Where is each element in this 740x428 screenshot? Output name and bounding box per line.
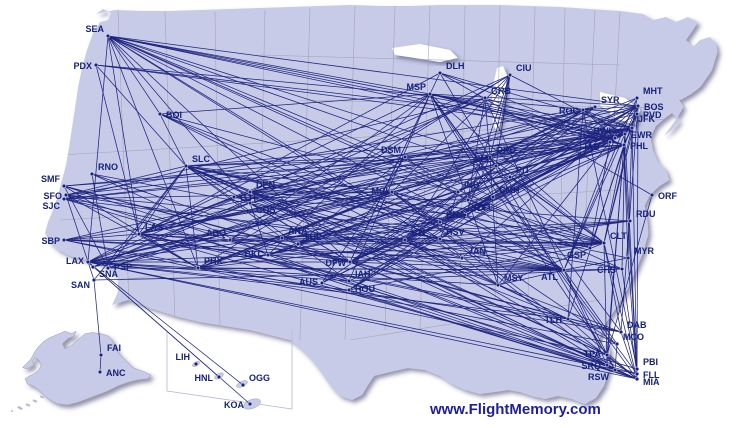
svg-text:LAX: LAX [66,256,84,266]
svg-text:GJT: GJT [240,193,258,203]
svg-text:SFO: SFO [43,191,62,201]
svg-text:ABQ: ABQ [206,228,226,238]
svg-text:SEA: SEA [85,24,104,34]
svg-text:ORD: ORD [496,145,517,155]
svg-text:TUL: TUL [304,232,322,242]
svg-text:FAI: FAI [107,343,121,353]
svg-text:COS: COS [256,205,276,215]
svg-text:DEN: DEN [256,180,275,190]
svg-text:MYR: MYR [634,246,655,256]
svg-text:JFK: JFK [638,114,656,124]
svg-text:SYR: SYR [601,95,620,105]
svg-text:IAH: IAH [355,269,371,279]
svg-text:ROC: ROC [559,106,580,116]
svg-text:ORF: ORF [658,191,678,201]
svg-text:BNA: BNA [446,210,466,220]
svg-text:HSV: HSV [446,227,465,237]
svg-text:AUS: AUS [299,277,318,287]
svg-text:PDX: PDX [73,61,92,71]
svg-text:LAS: LAS [145,222,163,232]
svg-text:CMH: CMH [499,185,520,195]
svg-text:RSW: RSW [588,372,610,382]
svg-text:SBP: SBP [41,236,60,246]
svg-text:DFW: DFW [326,258,347,268]
svg-text:IAD: IAD [585,142,601,152]
svg-text:LIH: LIH [176,352,191,362]
svg-text:HOU: HOU [355,284,375,294]
svg-text:OGG: OGG [249,373,270,383]
svg-text:SLC: SLC [192,154,211,164]
svg-text:GSP: GSP [567,250,586,260]
svg-text:PBI: PBI [643,357,658,367]
svg-text:www.FlightMemory.com: www.FlightMemory.com [429,401,601,418]
svg-text:SMF: SMF [41,174,61,184]
svg-text:MHT: MHT [643,86,663,96]
svg-text:PHL: PHL [630,141,649,151]
svg-text:JAN: JAN [468,246,486,256]
svg-text:CLE: CLE [474,154,492,164]
svg-text:IND: IND [464,180,480,190]
svg-text:MCO: MCO [623,332,644,342]
svg-text:STL: STL [411,228,429,238]
svg-text:SJC: SJC [42,201,60,211]
svg-text:DAB: DAB [627,320,647,330]
svg-text:GRB: GRB [491,86,512,96]
svg-text:DLH: DLH [446,61,465,71]
svg-text:CHS: CHS [597,265,616,275]
svg-text:BKC: BKC [245,249,265,259]
svg-text:PSP: PSP [114,262,132,272]
svg-text:ANC: ANC [106,368,126,378]
svg-text:TLH: TLH [545,315,563,325]
svg-text:PIT: PIT [516,165,531,175]
svg-text:SAN: SAN [71,280,90,290]
svg-text:EWR: EWR [631,130,652,140]
svg-text:MSP: MSP [406,82,426,92]
svg-text:MCI: MCI [372,186,389,196]
svg-text:KOA: KOA [224,400,245,410]
svg-text:PHX: PHX [204,256,223,266]
svg-text:TPA: TPA [584,349,602,359]
svg-text:DSM: DSM [381,145,401,155]
svg-text:HNL: HNL [195,373,214,383]
svg-text:MSY: MSY [504,273,524,283]
svg-text:BOI: BOI [166,110,182,120]
svg-text:SDF: SDF [471,203,490,213]
svg-text:CIU: CIU [516,63,532,73]
svg-text:RNO: RNO [98,162,118,172]
svg-text:ATL: ATL [541,272,558,282]
svg-text:CLT: CLT [610,231,627,241]
svg-text:RDU: RDU [636,209,656,219]
svg-text:SRQ: SRQ [581,361,601,371]
svg-text:MIA: MIA [643,377,660,387]
svg-text:BWI: BWI [594,126,612,136]
